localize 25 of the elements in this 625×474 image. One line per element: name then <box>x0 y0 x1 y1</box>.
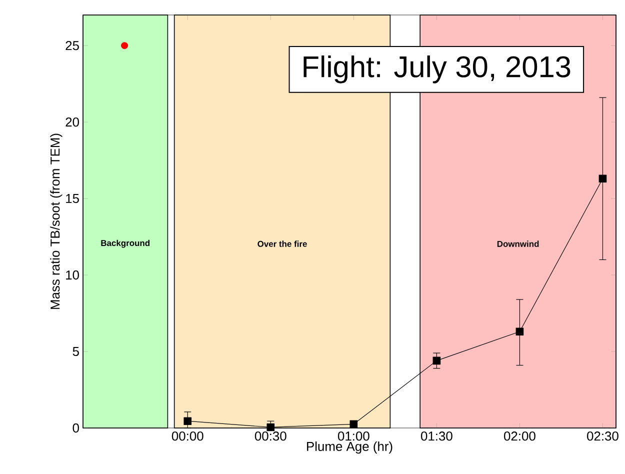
y-tick-label: 15 <box>66 194 79 204</box>
band-label: Over the fire <box>258 240 307 247</box>
y-tick-label: 20 <box>66 117 79 127</box>
point <box>350 420 358 428</box>
x-tick-label: 00:00 <box>172 432 204 441</box>
y-tick-label: 0 <box>72 423 79 433</box>
point <box>121 42 128 50</box>
point <box>184 417 192 425</box>
y-tick-label: 5 <box>72 346 79 356</box>
x-tick-label: 02:30 <box>587 432 618 441</box>
band-label: Downwind <box>497 240 539 247</box>
point <box>516 328 524 336</box>
y-tick-label: 25 <box>66 40 79 50</box>
point <box>432 356 441 365</box>
x-tick-label: 01:00 <box>338 432 370 441</box>
x-tick-label: 01:30 <box>420 432 452 441</box>
x-axis-title: Plume Age (hr) <box>307 442 392 454</box>
point <box>266 423 275 432</box>
x-tick-label: 00:30 <box>254 432 286 441</box>
annotation: Flight: July 30, 2013 <box>304 55 570 84</box>
y-axis-title: Mass ratio TB/soot (from TEM) <box>50 134 62 309</box>
point <box>598 174 607 183</box>
y-tick-label: 10 <box>66 270 79 280</box>
x-tick-label: 02:00 <box>504 432 536 441</box>
band-label: Background <box>101 240 150 248</box>
